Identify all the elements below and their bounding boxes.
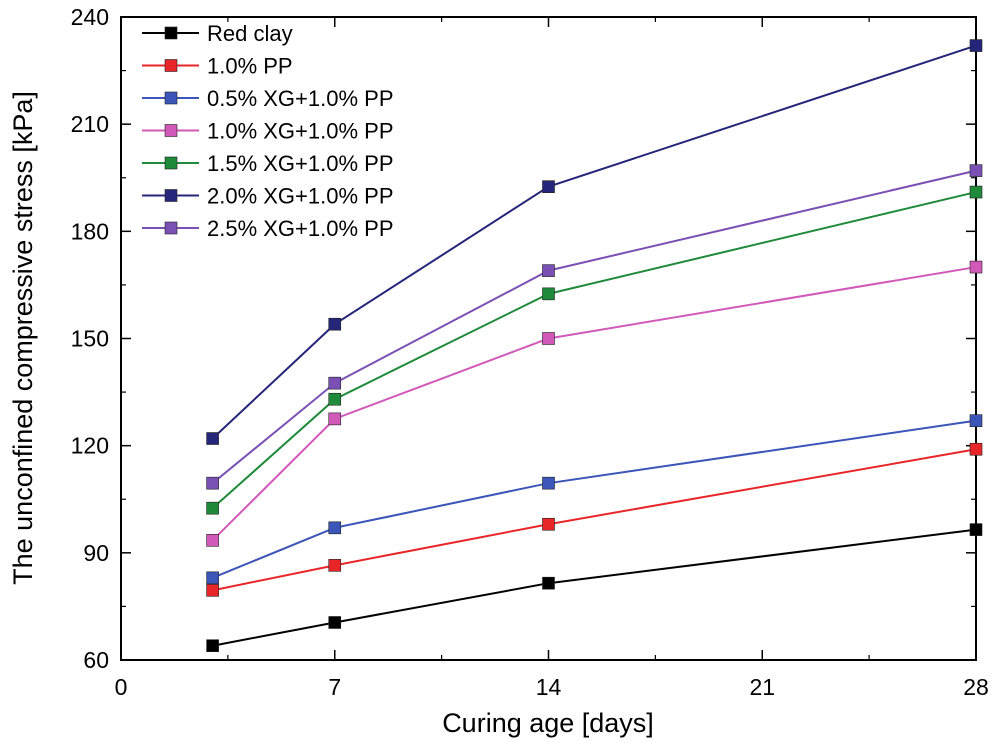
data-point (969, 39, 983, 52)
legend-item: 2.0% XG+1.0% PP (142, 184, 394, 209)
data-point (542, 264, 555, 277)
legend-label: 0.5% XG+1.0% PP (207, 86, 394, 111)
data-point (328, 392, 342, 406)
x-tick-label: 0 (115, 674, 128, 700)
data-point (328, 412, 342, 426)
x-axis-title: Curing age [days] (442, 708, 654, 738)
legend-label: 1.0% XG+1.0% PP (207, 119, 394, 144)
series-line (212, 528, 977, 647)
data-point (969, 164, 983, 177)
series-4 (206, 260, 983, 547)
legend-item: 1.5% XG+1.0% PP (142, 151, 394, 176)
legend-marker (164, 26, 178, 40)
legend-item: Red clay (142, 21, 293, 46)
legend-item: 2.5% XG+1.0% PP (142, 216, 394, 241)
legend-item: 0.5% XG+1.0% PP (142, 86, 394, 111)
data-point (542, 332, 555, 345)
series-3 (206, 414, 983, 585)
y-tick-label: 90 (83, 540, 109, 566)
data-point (328, 521, 342, 535)
y-tick-label: 60 (83, 647, 109, 673)
series-6 (206, 39, 983, 445)
data-point (542, 287, 555, 301)
legend-item: 1.0% PP (142, 54, 293, 79)
legend-marker (164, 189, 178, 202)
data-point (328, 317, 342, 331)
x-tick-label: 21 (749, 674, 775, 700)
data-point (542, 476, 555, 490)
legend-marker (164, 59, 178, 72)
data-point (969, 523, 983, 536)
x-tick-label: 14 (536, 674, 562, 700)
series-2 (206, 442, 983, 597)
data-point (206, 432, 219, 445)
data-point (969, 442, 983, 456)
series-1 (206, 523, 983, 653)
data-point (542, 180, 555, 193)
y-tick-label: 120 (71, 433, 109, 459)
series-layer (206, 39, 983, 653)
legend-label: 2.0% XG+1.0% PP (207, 184, 394, 209)
y-tick-label: 240 (71, 4, 109, 30)
data-point (206, 501, 219, 515)
series-7 (206, 164, 983, 490)
x-tick-label: 28 (963, 674, 989, 700)
series-line (211, 169, 977, 484)
series-line (212, 419, 977, 579)
data-point (328, 376, 342, 390)
data-point (542, 576, 555, 590)
legend-label: 1.0% PP (207, 54, 293, 79)
y-tick-label: 210 (71, 111, 109, 137)
series-line (211, 191, 977, 509)
x-tick-label: 7 (328, 674, 341, 700)
series-line (212, 448, 977, 592)
data-point (206, 584, 219, 597)
data-point (969, 414, 983, 427)
legend: Red clay 1.0% PP 0.5% XG+1.0% PP 1.0% XG+1.… (142, 21, 394, 241)
legend-label: Red clay (207, 21, 293, 46)
legend-marker (164, 124, 178, 137)
data-point (969, 185, 983, 199)
series-line (211, 266, 977, 542)
y-axis-title: The unconfined compressive stress [kPa] (8, 91, 38, 585)
data-point (542, 517, 555, 531)
axis-ticks: 0 7 14 21 28 60 90 120 150 180 210 240 (71, 4, 989, 700)
legend-marker (164, 91, 178, 105)
legend-label: 1.5% XG+1.0% PP (207, 151, 394, 176)
data-point (206, 571, 219, 585)
legend-marker (164, 221, 178, 235)
data-point (206, 476, 219, 490)
data-point (206, 639, 219, 653)
data-point (328, 616, 342, 629)
legend-marker (164, 156, 178, 170)
series-5 (206, 185, 983, 515)
series-line (211, 44, 977, 440)
legend-label: 2.5% XG+1.0% PP (207, 216, 394, 241)
y-tick-label: 180 (71, 218, 109, 244)
data-point (328, 559, 342, 572)
legend-item: 1.0% XG+1.0% PP (142, 119, 394, 144)
y-tick-label: 150 (71, 326, 109, 352)
data-point (206, 534, 219, 547)
data-point (969, 260, 983, 274)
